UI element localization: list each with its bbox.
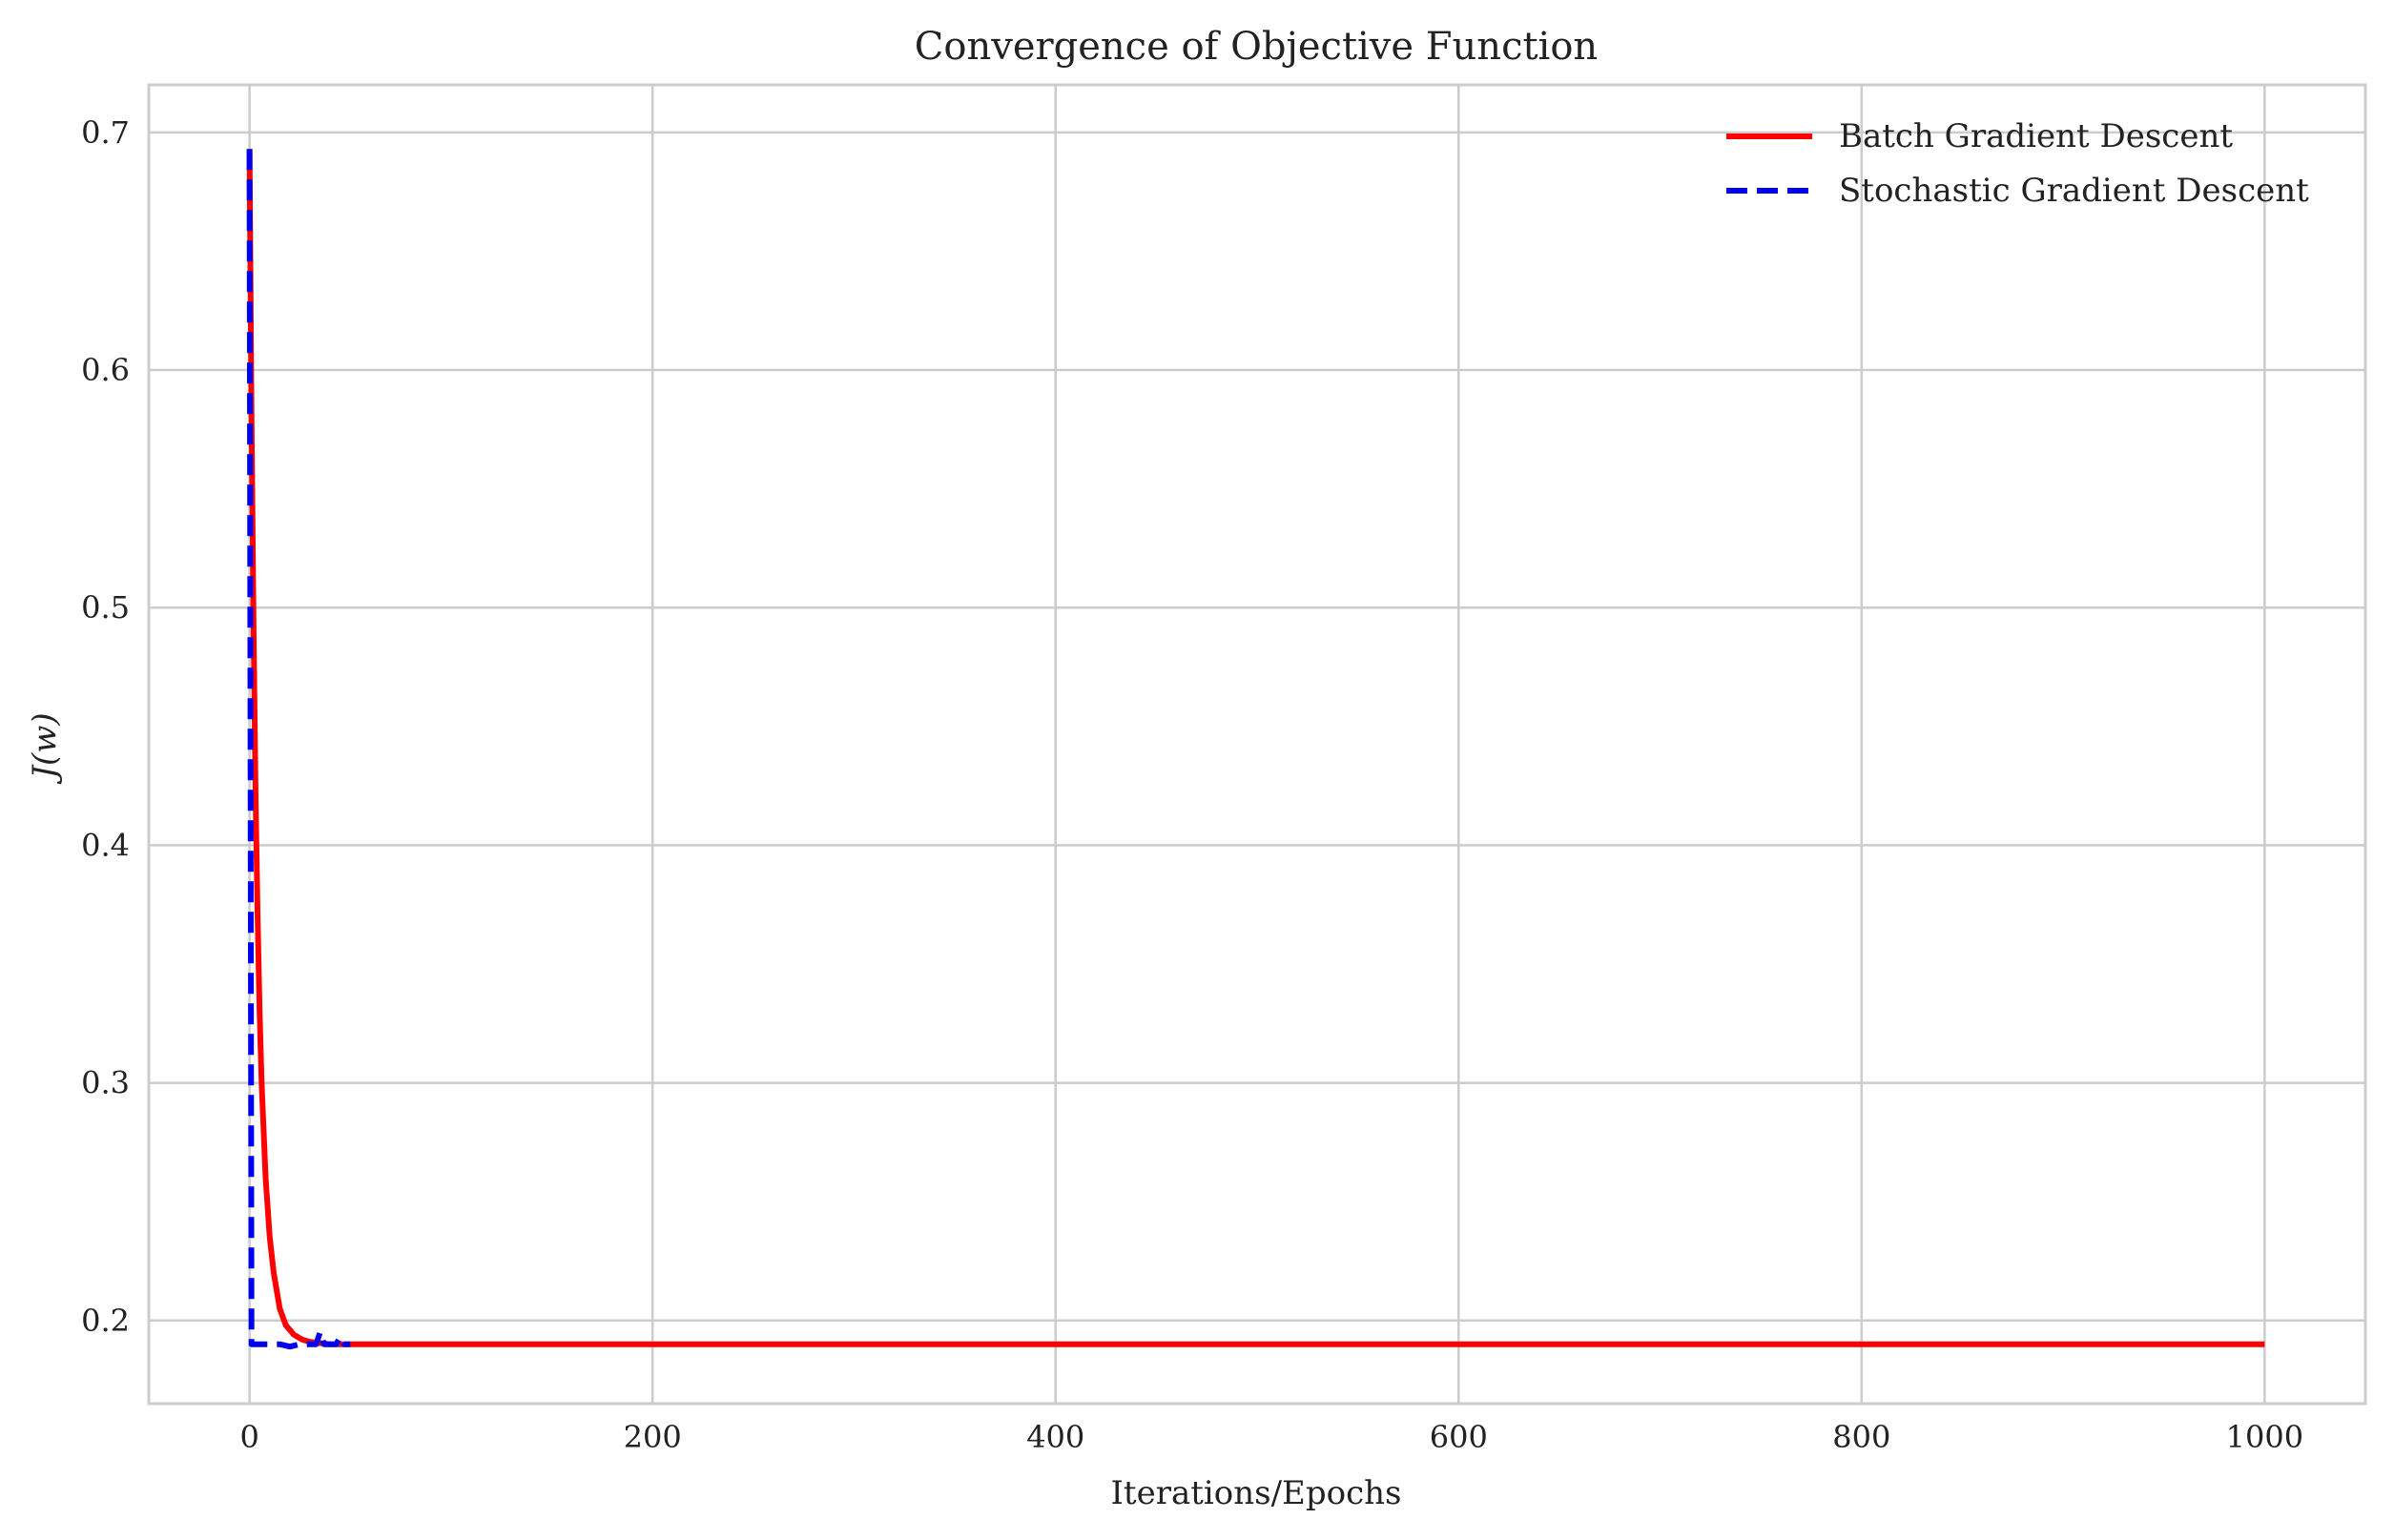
legend: Batch Gradient Descent Stochastic Gradie… <box>1726 117 2309 210</box>
y-tick-label: 0.5 <box>81 589 130 626</box>
legend-label-batch: Batch Gradient Descent <box>1839 117 2233 155</box>
x-gridlines <box>248 85 2266 1404</box>
series-line-batch <box>246 149 2265 1347</box>
x-tick-label: 800 <box>1832 1419 1890 1455</box>
x-tick-label: 400 <box>1026 1419 1084 1455</box>
y-tick-label: 0.2 <box>81 1303 130 1339</box>
x-tick-labels: 0 200 400 600 800 1000 <box>239 1419 2303 1455</box>
y-tick-label: 0.3 <box>81 1065 130 1101</box>
chart-title: Convergence of Objective Function <box>915 25 1598 69</box>
y-tick-label: 0.4 <box>81 827 130 863</box>
x-tick-label: 0 <box>239 1419 258 1455</box>
x-tick-label: 600 <box>1430 1419 1488 1455</box>
x-tick-label: 1000 <box>2226 1419 2303 1455</box>
plot-frame <box>147 83 2367 1406</box>
y-gridlines <box>149 131 2365 1323</box>
series-line-stochastic <box>246 149 351 1350</box>
series-layer <box>246 149 2265 1350</box>
y-tick-label: 0.6 <box>81 352 130 388</box>
y-tick-labels: 0.2 0.3 0.4 0.5 0.6 0.7 <box>81 114 130 1339</box>
legend-label-stochastic: Stochastic Gradient Descent <box>1839 172 2309 210</box>
x-axis-label: Iterations/Epochs <box>1111 1474 1402 1512</box>
y-tick-label: 0.7 <box>81 114 130 151</box>
y-axis-label: J(w) <box>26 712 64 784</box>
x-tick-label: 200 <box>624 1419 682 1455</box>
